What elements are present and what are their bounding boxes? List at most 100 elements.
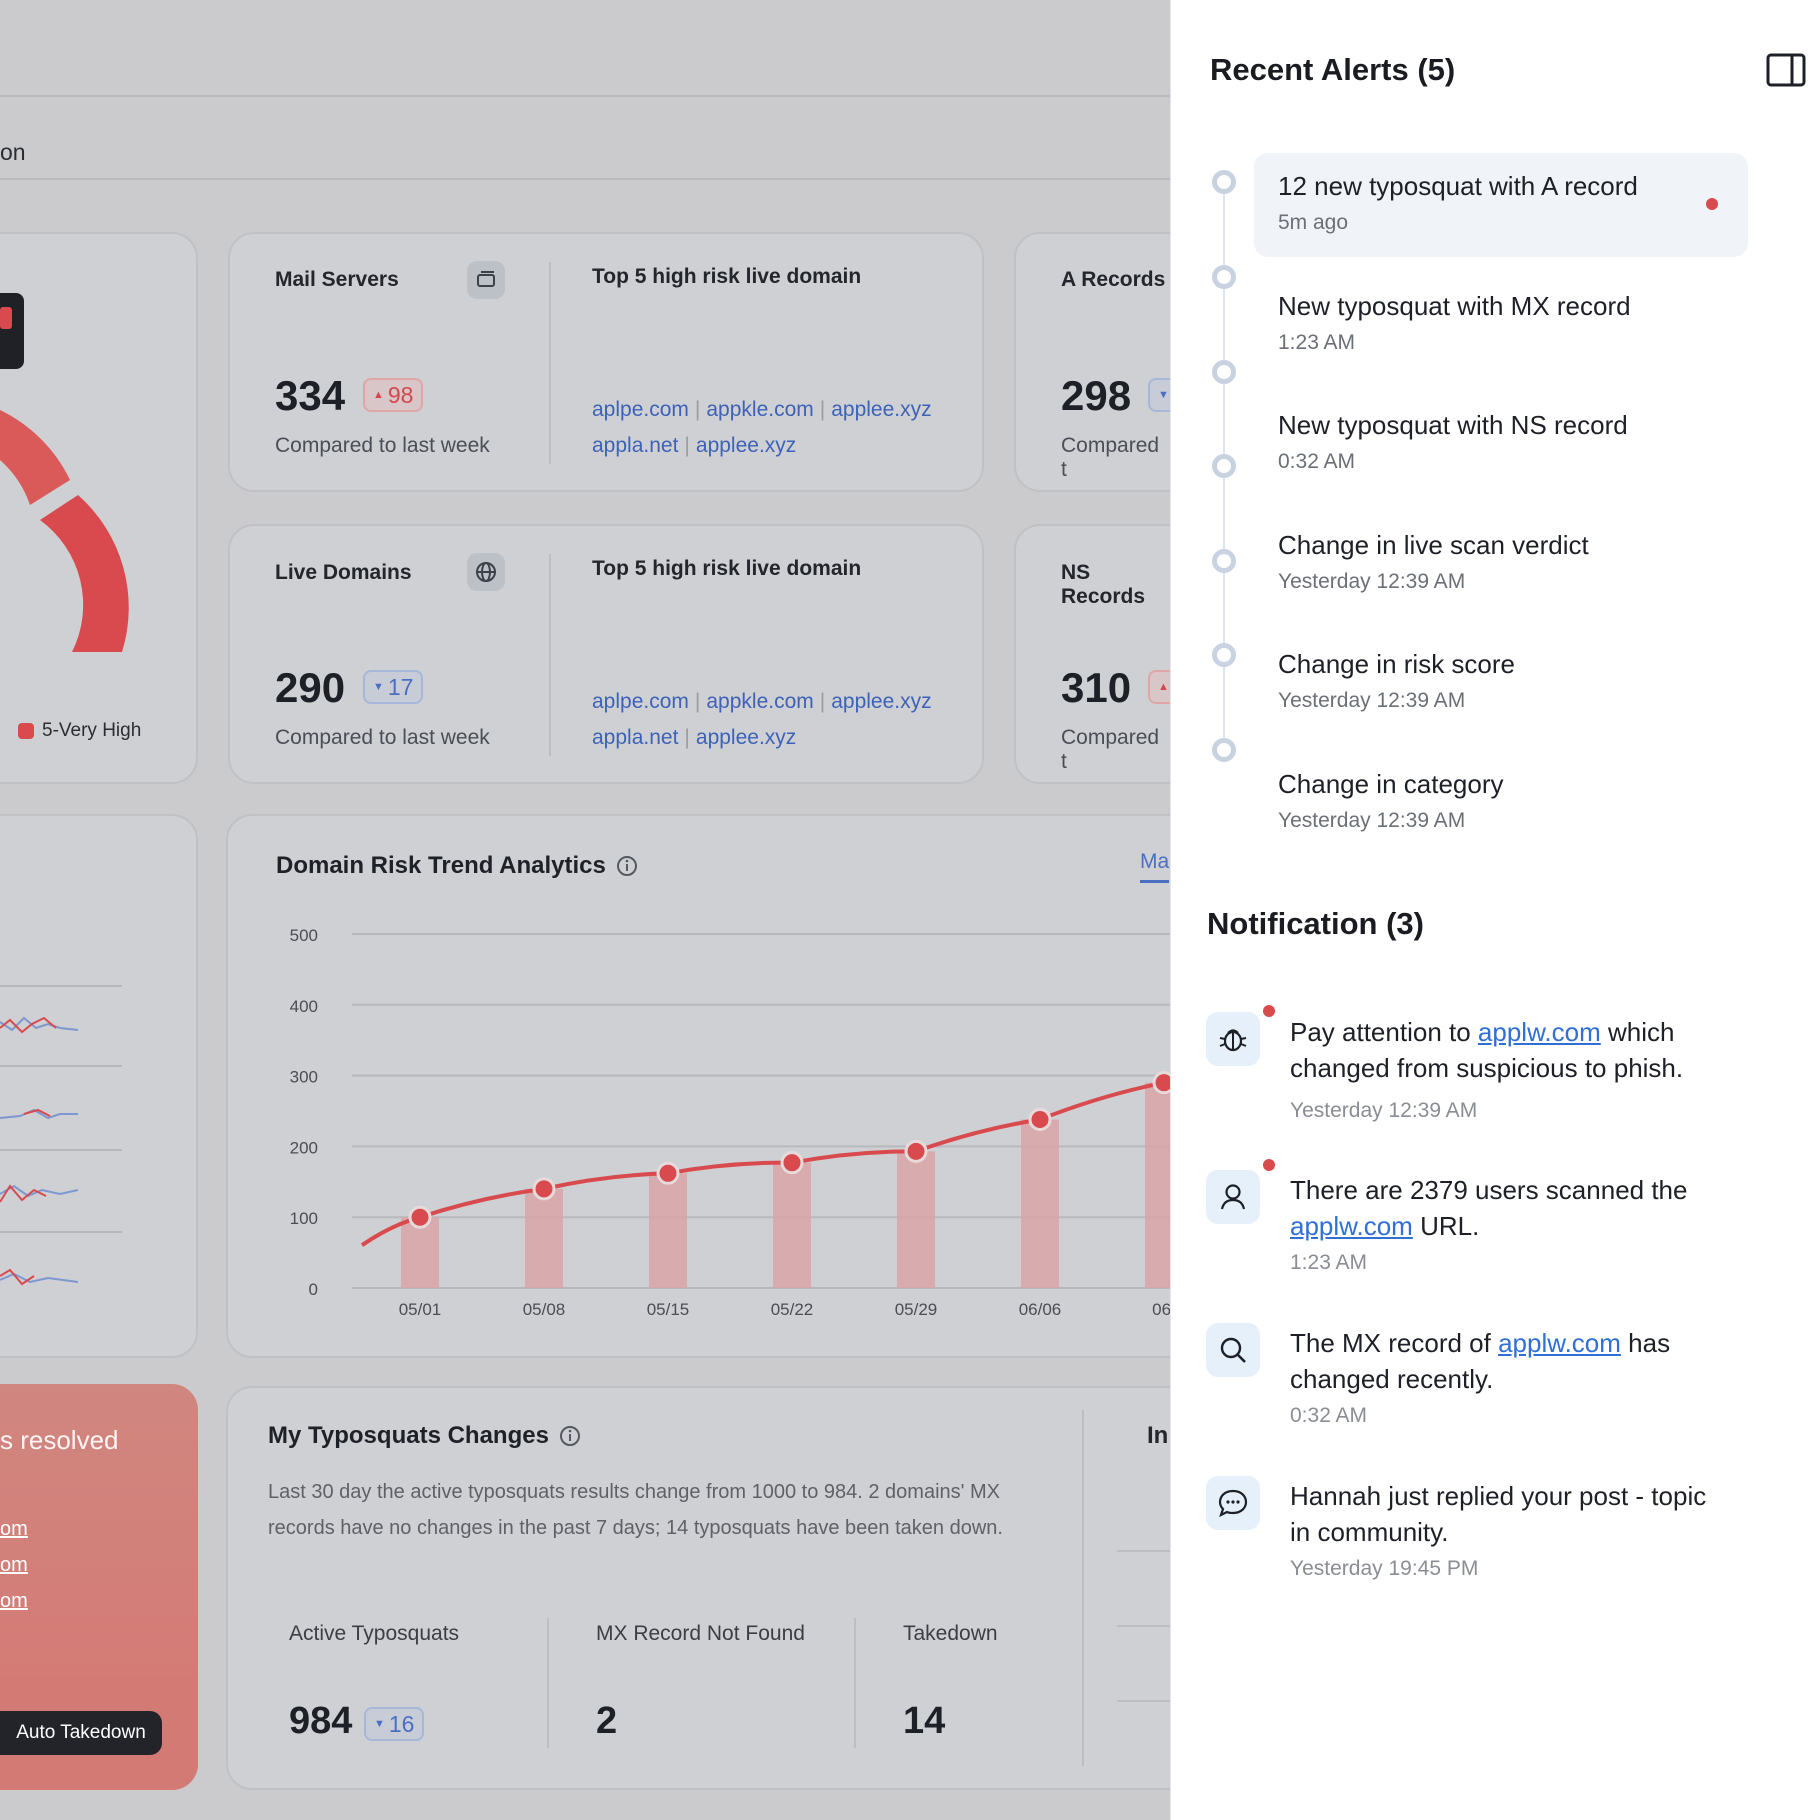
- notification-text: Pay attention to applw.com which changed…: [1290, 1017, 1684, 1083]
- domain-link[interactable]: applee.xyz: [831, 690, 932, 713]
- stat-divider: [854, 1618, 856, 1748]
- resolved-link[interactable]: om: [0, 1518, 28, 1540]
- unread-dot: [1263, 1159, 1275, 1171]
- resolved-link[interactable]: om: [0, 1554, 28, 1576]
- ns-records-compare: Compared t: [1061, 726, 1160, 773]
- a-records-value: 298: [1061, 372, 1132, 419]
- a-records-title: A Records: [1061, 268, 1166, 291]
- domain-link[interactable]: applee.xyz: [695, 434, 797, 457]
- info-icon[interactable]: [559, 1425, 581, 1447]
- live-domains-card[interactable]: [228, 524, 984, 784]
- info-icon[interactable]: [616, 855, 638, 877]
- alert-time: Yesterday 12:39 AM: [1278, 570, 1466, 593]
- resolved-link[interactable]: om: [0, 1590, 28, 1612]
- alert-item[interactable]: 12 new typosquat with A record 5m ago: [1254, 153, 1748, 257]
- side-line: [1117, 1700, 1170, 1702]
- active-typosquats-label: Active Typosquats: [289, 1622, 460, 1645]
- a-records-card[interactable]: [1014, 232, 1170, 492]
- live-domains-domain-links: aplpe.com | appkle.com | applee.xyz appla.ne…: [592, 690, 932, 749]
- card-divider: [549, 554, 551, 756]
- triangle-down-icon: ▼: [374, 1718, 385, 1730]
- notification-link[interactable]: applw.com: [1498, 1328, 1621, 1358]
- alert-time: Yesterday 12:39 AM: [1278, 809, 1466, 832]
- domain-link[interactable]: appkle.com: [706, 690, 814, 713]
- nav-tab-fragment[interactable]: on: [0, 139, 26, 165]
- domain-link[interactable]: applee.xyz: [695, 726, 797, 749]
- alert-title: New typosquat with MX record: [1278, 291, 1631, 321]
- domain-link[interactable]: aplpe.com: [592, 398, 689, 421]
- timeline-dot: [1212, 738, 1236, 762]
- auto-takedown-button[interactable]: Auto Takedown: [0, 1711, 162, 1755]
- timeline-dot: [1212, 549, 1236, 573]
- timeline-dot: [1212, 643, 1236, 667]
- domain-link[interactable]: applee.xyz: [831, 398, 932, 421]
- mail-servers-compare: Compared to last week: [275, 434, 490, 457]
- alert-item[interactable]: Change in category Yesterday 12:39 AM: [1254, 751, 1748, 855]
- alert-item[interactable]: New typosquat with MX record 1:23 AM: [1254, 273, 1748, 377]
- mail-servers-title: Mail Servers: [275, 268, 399, 291]
- notification-link[interactable]: applw.com: [1290, 1211, 1413, 1241]
- side-line: [1117, 1550, 1170, 1552]
- ns-records-card[interactable]: [1014, 524, 1170, 784]
- live-domains-title: Live Domains: [275, 561, 412, 584]
- triangle-up-icon: ▲: [373, 389, 384, 401]
- alert-time: Yesterday 12:39 AM: [1278, 689, 1466, 712]
- user-icon: [1206, 1170, 1260, 1224]
- ns-records-value: 310: [1061, 664, 1132, 711]
- a-records-compare: Compared t: [1061, 434, 1160, 481]
- globe-icon: [467, 553, 505, 591]
- mx-not-found-value: 2: [596, 1700, 618, 1742]
- domain-link[interactable]: appla.net: [592, 434, 679, 457]
- domain-link[interactable]: appkle.com: [706, 398, 814, 421]
- mail-servers-value: 334: [275, 372, 346, 419]
- a-records-change-badge: ▼: [1148, 378, 1170, 412]
- domain-link[interactable]: appla.net: [592, 726, 679, 749]
- notification-time: 0:32 AM: [1290, 1404, 1368, 1427]
- bug-icon: [1206, 1012, 1260, 1066]
- alert-item[interactable]: Change in live scan verdict Yesterday 12…: [1254, 512, 1748, 616]
- notification-link[interactable]: applw.com: [1477, 1017, 1601, 1047]
- header-divider: [0, 95, 1170, 97]
- active-typosquats-change-badge: ▼ 16: [364, 1707, 425, 1741]
- alerts-panel: [1170, 0, 1820, 1820]
- active-typosquats-value: 984: [289, 1700, 353, 1742]
- sidebar-toggle-icon[interactable]: [1766, 52, 1806, 88]
- mail-servers-card[interactable]: [228, 232, 984, 492]
- resolved-title: s resolved: [0, 1425, 119, 1455]
- legend-swatch: [18, 723, 34, 739]
- notification-time: Yesterday 12:39 AM: [1290, 1099, 1478, 1122]
- alert-title: Change in risk score: [1278, 649, 1515, 679]
- notification-time: 1:23 AM: [1290, 1251, 1368, 1274]
- alert-item[interactable]: New typosquat with NS record 0:32 AM: [1254, 392, 1748, 496]
- triangle-up-icon: ▲: [1158, 681, 1169, 693]
- mx-not-found-label: MX Record Not Found: [596, 1622, 805, 1645]
- side-line: [1117, 1625, 1170, 1627]
- mail-servers-change-badge: ▲ 98: [363, 378, 424, 412]
- section-divider: [1082, 1410, 1084, 1766]
- unread-dot: [1263, 1005, 1275, 1017]
- alert-item[interactable]: Change in risk score Yesterday 12:39 AM: [1254, 631, 1748, 735]
- card-divider: [549, 262, 551, 464]
- notification-text: There are 2379 users scanned the applw.c…: [1290, 1175, 1688, 1241]
- mail-servers-domain-links: aplpe.com | appkle.com | applee.xyz appla.ne…: [592, 398, 932, 457]
- gauge-tooltip: [0, 293, 24, 369]
- timeline-dot: [1212, 170, 1236, 194]
- search-icon: [1206, 1323, 1260, 1377]
- notification-title: Notification (3): [1207, 906, 1424, 941]
- legend-very-high: 5-Very High: [18, 720, 141, 742]
- alert-title: 12 new typosquat with A record: [1278, 171, 1638, 201]
- sparkline-card: [0, 814, 198, 1358]
- stat-divider: [547, 1618, 549, 1748]
- unread-dot: [1706, 198, 1718, 210]
- side-section-fragment: In: [1147, 1422, 1169, 1449]
- trend-tab-fragment[interactable]: Ma: [1140, 850, 1170, 883]
- chat-icon: [1206, 1476, 1260, 1530]
- ns-records-change-badge: ▲: [1148, 670, 1170, 704]
- domain-link[interactable]: aplpe.com: [592, 690, 689, 713]
- notification-text: The MX record of applw.com has changed r…: [1290, 1328, 1671, 1394]
- live-domains-compare: Compared to last week: [275, 726, 490, 749]
- ns-records-title: NS Records: [1061, 561, 1146, 608]
- alert-title: Change in live scan verdict: [1278, 530, 1589, 560]
- timeline-dot: [1212, 360, 1236, 384]
- notification-text: Hannah just replied your post - topic in…: [1290, 1481, 1707, 1547]
